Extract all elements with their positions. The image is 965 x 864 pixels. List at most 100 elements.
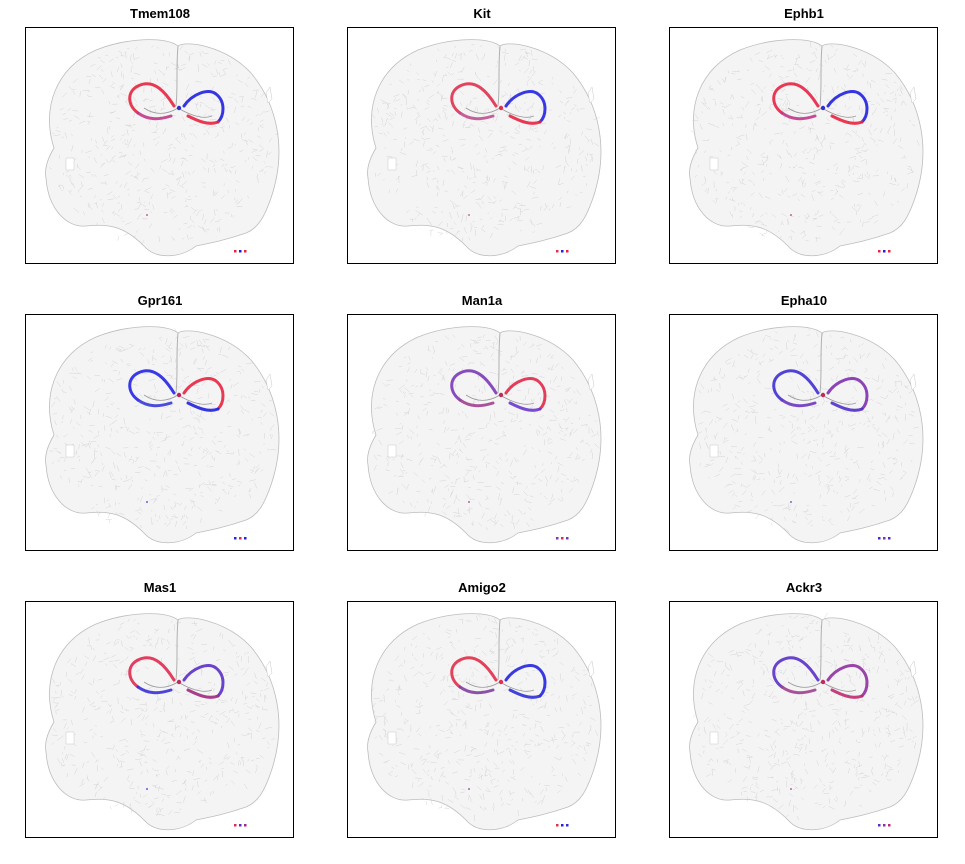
hippocampus-lower-right	[508, 688, 542, 699]
tissue-texture	[692, 612, 920, 820]
speck	[883, 250, 886, 253]
hippocampus-lower-right	[830, 114, 864, 125]
speck	[239, 250, 242, 253]
tissue-texture	[49, 42, 279, 246]
ventricle	[65, 444, 75, 458]
ventricle	[909, 660, 917, 678]
tissue-outline	[689, 613, 924, 831]
tissue-section	[45, 326, 280, 544]
ventricle	[265, 86, 273, 104]
speck	[239, 537, 242, 540]
speck	[790, 214, 792, 216]
hippocampus-lower-right	[508, 401, 542, 412]
panel: Tmem108	[24, 3, 296, 285]
midline	[175, 332, 179, 394]
panel-title: Kit	[473, 6, 491, 21]
spatial-plot	[25, 314, 294, 551]
speck	[878, 250, 881, 253]
panel-title: Man1a	[461, 293, 503, 308]
speck	[883, 824, 886, 827]
hippocampus-upper-left	[772, 82, 820, 115]
hippocampus-center	[820, 679, 826, 685]
panel-title: Mas1	[143, 580, 177, 595]
speck	[234, 824, 237, 827]
hippocampus-upper-right	[504, 664, 547, 698]
spatial-plot	[347, 314, 616, 551]
speck	[468, 214, 470, 216]
panel-title: Tmem108	[130, 6, 190, 21]
hippocampus-upper-right	[504, 377, 547, 411]
panel: Ephb1	[668, 3, 940, 285]
speck	[239, 824, 242, 827]
speck	[883, 537, 886, 540]
speck	[566, 537, 569, 540]
tissue-section	[45, 613, 280, 831]
hippocampus-lower-right	[186, 114, 220, 125]
speck	[234, 250, 237, 253]
hippocampus-lower-left	[458, 111, 495, 121]
ventricle	[265, 660, 273, 678]
speck	[244, 824, 247, 827]
hippocampus-lower-left	[458, 685, 495, 695]
hippocampus-lower-left	[136, 398, 173, 408]
hippocampus-upper-left	[128, 656, 176, 689]
hippocampus-lower-left	[780, 111, 817, 121]
hippocampus-center	[820, 392, 826, 398]
tissue-section	[689, 326, 924, 544]
tissue-texture	[49, 328, 277, 530]
hippocampus-upper-right	[504, 90, 547, 124]
speck	[146, 214, 148, 216]
hippocampus-center	[498, 105, 504, 111]
tissue-section	[367, 326, 602, 544]
speck	[556, 537, 559, 540]
spatial-plot	[25, 27, 294, 264]
panel-title: Gpr161	[137, 293, 183, 308]
midline	[497, 45, 501, 107]
speck	[146, 788, 148, 790]
speck	[556, 250, 559, 253]
speck	[790, 501, 792, 503]
hippocampus-upper-left	[128, 369, 176, 402]
ventricle	[387, 444, 397, 458]
hippocampus-center	[498, 679, 504, 685]
midline	[819, 619, 823, 681]
ventricle	[709, 157, 719, 171]
tissue-outline	[367, 326, 602, 544]
hippocampus-lower-left	[136, 685, 173, 695]
tissue-outline	[45, 326, 280, 544]
tissue-section	[689, 612, 924, 831]
hippocampus-upper-left	[772, 369, 820, 402]
ventricle	[387, 157, 397, 171]
speck	[234, 537, 237, 540]
midline	[497, 619, 501, 681]
tissue-outline	[45, 39, 280, 257]
spatial-plot	[347, 601, 616, 838]
hippocampus-upper-left	[450, 656, 498, 689]
panel-title: Ackr3	[785, 580, 823, 595]
hippocampus-lower-right	[830, 401, 864, 412]
speck	[561, 250, 564, 253]
panel-title: Epha10	[780, 293, 828, 308]
panel: Gpr161	[24, 290, 296, 572]
spatial-plot	[669, 314, 938, 551]
speck	[468, 501, 470, 503]
spatial-plot	[669, 601, 938, 838]
ventricle	[65, 731, 75, 745]
hippocampus-lower-right	[508, 114, 542, 125]
midline	[175, 619, 179, 681]
midline	[819, 332, 823, 394]
ventricle	[387, 731, 397, 745]
ventricle	[709, 444, 719, 458]
ventricle	[65, 157, 75, 171]
hippocampus-upper-left	[128, 82, 176, 115]
tissue-section	[367, 613, 602, 831]
ventricle	[587, 373, 595, 391]
hippocampus-upper-right	[826, 664, 869, 698]
tissue-outline	[689, 326, 924, 544]
tissue-outline	[689, 39, 924, 257]
tissue-section	[689, 39, 924, 257]
hippocampus-lower-left	[780, 398, 817, 408]
speck	[244, 250, 247, 253]
panel-title: Ephb1	[784, 6, 824, 21]
hippocampus-lower-left	[458, 398, 495, 408]
